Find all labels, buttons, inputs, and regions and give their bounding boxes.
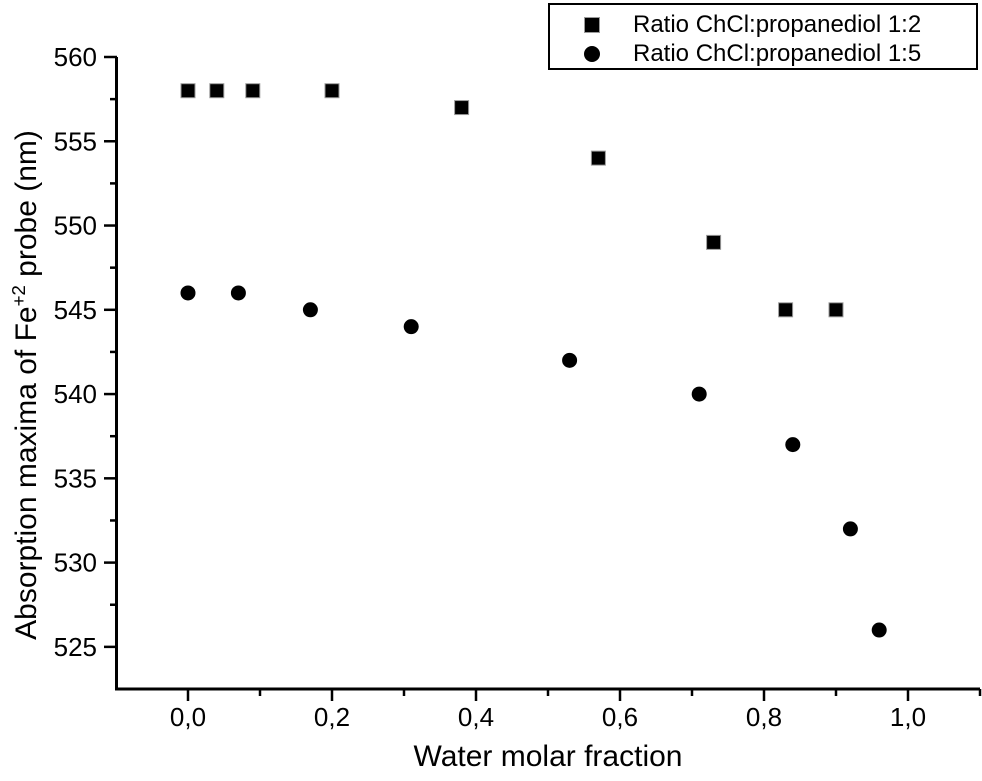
x-tick-label: 1,0 xyxy=(890,702,926,732)
x-tick-label: 0,8 xyxy=(746,702,782,732)
y-tick-label: 555 xyxy=(54,126,97,156)
x-tick-label: 0,0 xyxy=(170,702,206,732)
x-tick-label: 0,6 xyxy=(602,702,638,732)
y-tick-label: 525 xyxy=(54,632,97,662)
data-point xyxy=(209,83,225,99)
square-marker-icon xyxy=(584,17,599,32)
y-tick-label: 560 xyxy=(54,42,97,72)
y-axis-title-text: probe (nm) xyxy=(10,130,43,286)
y-tick-label: 530 xyxy=(54,548,97,578)
ticks xyxy=(104,55,982,701)
data-point xyxy=(691,386,707,402)
legend: Ratio ChCl:propanediol 1:2 Ratio ChCl:pr… xyxy=(548,3,978,70)
data-point xyxy=(706,234,722,250)
legend-item: Ratio ChCl:propanediol 1:5 xyxy=(550,39,976,68)
y-axis-title-text: Absorption maxima of Fe xyxy=(10,306,43,640)
y-axis-title: Absorption maxima of Fe+2 probe (nm) xyxy=(8,130,44,640)
x-tick-label: 0,4 xyxy=(458,702,494,732)
data-point xyxy=(778,302,794,318)
series-circle xyxy=(180,285,887,638)
legend-item: Ratio ChCl:propanediol 1:2 xyxy=(550,10,976,39)
data-point xyxy=(230,285,246,301)
data-point xyxy=(590,150,606,166)
legend-label: Ratio ChCl:propanediol 1:5 xyxy=(633,39,922,67)
data-point xyxy=(403,319,419,335)
axes xyxy=(115,57,980,691)
circle-marker-icon xyxy=(583,45,600,62)
x-tick-label: 0,2 xyxy=(314,702,350,732)
data-point xyxy=(842,521,858,537)
data-point xyxy=(562,352,578,368)
legend-label: Ratio ChCl:propanediol 1:2 xyxy=(633,10,922,38)
tick-labels: 0,0 0,2 0,4 0,6 0,8 1,0 525 530 535 540 545 550 555 5… xyxy=(54,42,926,732)
y-axis-title-superscript: +2 xyxy=(8,285,29,307)
y-tick-label: 545 xyxy=(54,295,97,325)
data-point xyxy=(454,100,470,116)
legend-marker-cell xyxy=(550,17,633,32)
y-tick-label: 550 xyxy=(54,211,97,241)
data-point xyxy=(324,83,340,99)
legend-marker-cell xyxy=(550,45,633,62)
y-tick-label: 535 xyxy=(54,463,97,493)
data-point xyxy=(871,622,887,638)
data-point xyxy=(828,302,844,318)
data-point xyxy=(785,437,801,453)
data-point xyxy=(245,83,261,99)
data-point xyxy=(302,302,318,318)
data-point xyxy=(180,83,196,99)
y-tick-label: 540 xyxy=(54,379,97,409)
series-square xyxy=(180,83,844,318)
data-point xyxy=(180,285,196,301)
x-axis-title: Water molar fraction xyxy=(413,740,683,773)
